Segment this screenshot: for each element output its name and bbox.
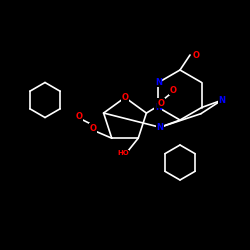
Text: O: O [122,93,128,102]
Text: O: O [193,50,200,59]
Text: O: O [158,98,165,108]
Text: O: O [169,86,176,95]
Text: HO: HO [117,150,129,156]
Text: O: O [90,124,96,133]
Text: N: N [155,78,162,87]
Text: N: N [218,96,225,105]
Text: N: N [155,103,162,112]
Text: N: N [156,123,164,132]
Text: O: O [76,112,83,122]
